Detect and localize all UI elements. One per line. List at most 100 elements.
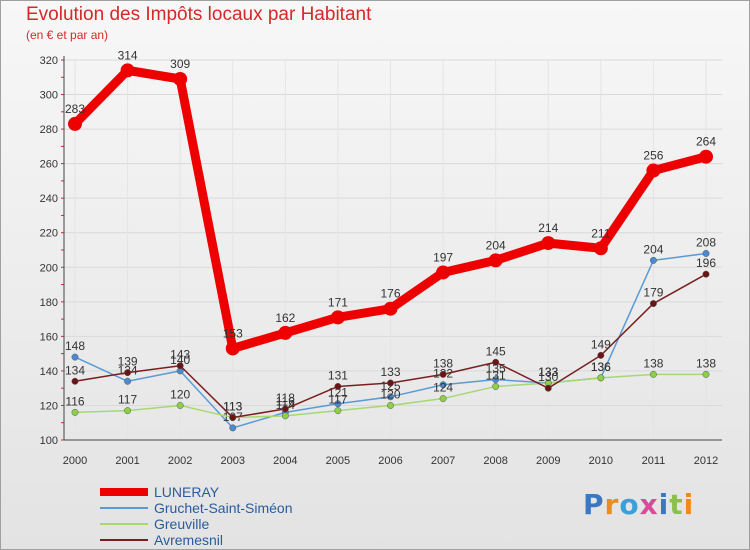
legend-swatch <box>100 507 148 509</box>
data-point <box>436 265 451 280</box>
series-luneray: 283 314 309 153 162 171 176 197 204 214 211 256 264 <box>65 48 716 356</box>
data-label: 153 <box>223 326 243 340</box>
data-point <box>649 256 657 264</box>
data-point <box>278 325 293 340</box>
data-point <box>124 369 132 377</box>
series-gruchet-saint-simeon: 148134140107116121125132135133136204208 <box>65 235 716 432</box>
data-point <box>176 362 184 370</box>
line-chart: 100 120 140 160 180 200 220 240 260 280 300 320 2000… <box>40 48 722 467</box>
x-tick-label: 2000 <box>63 455 87 467</box>
x-tick-label: 2008 <box>483 455 507 467</box>
y-tick-label: 220 <box>40 228 58 240</box>
data-label: 138 <box>433 356 453 370</box>
data-point <box>173 72 188 86</box>
data-point <box>439 381 447 389</box>
legend-swatch <box>100 539 148 541</box>
data-point <box>281 412 289 420</box>
logo-letter: o <box>619 488 640 521</box>
data-label: 214 <box>538 221 558 235</box>
data-point <box>702 250 710 257</box>
legend-swatch <box>100 523 148 525</box>
data-label: 314 <box>118 48 138 62</box>
data-label: 143 <box>170 348 190 362</box>
data-point <box>492 358 500 366</box>
data-point <box>334 407 342 415</box>
y-tick-label: 240 <box>40 193 58 205</box>
data-label: 117 <box>328 393 347 407</box>
x-tick-label: 2006 <box>378 455 402 467</box>
legend-item: Avremesnil <box>100 532 293 548</box>
data-label: 116 <box>276 394 295 408</box>
logo-letter: r <box>604 488 620 521</box>
x-tick-label: 2004 <box>273 455 297 467</box>
data-label: 162 <box>275 311 295 325</box>
data-label: 208 <box>696 235 716 249</box>
data-label: 283 <box>65 102 85 116</box>
y-tick-label: 120 <box>40 400 58 412</box>
data-label: 211 <box>591 226 610 240</box>
y-tick-label: 260 <box>40 159 58 171</box>
y-tick-label: 200 <box>40 262 58 274</box>
data-label: 138 <box>643 356 663 370</box>
data-point <box>124 407 132 415</box>
data-label: 136 <box>591 360 611 374</box>
legend-label: LUNERAY <box>154 484 220 500</box>
x-tick-label: 2005 <box>326 455 350 467</box>
data-point <box>541 236 556 251</box>
data-label: 131 <box>328 368 348 382</box>
data-label: 264 <box>696 135 716 149</box>
data-point <box>68 116 82 131</box>
data-label: 204 <box>643 242 663 256</box>
x-tick-label: 2010 <box>589 455 613 467</box>
data-label: 118 <box>276 391 295 405</box>
data-point <box>71 377 79 385</box>
y-tick-label: 160 <box>40 331 58 343</box>
data-label: 309 <box>170 57 190 71</box>
data-point <box>71 408 79 416</box>
legend-label: Greuville <box>154 516 210 532</box>
legend-label: Avremesnil <box>154 532 223 548</box>
data-point <box>597 351 605 359</box>
series-avremesnil: 134 139 143 113 118 131 133 138 145 130 149 179 196 <box>65 256 716 421</box>
data-label: 138 <box>696 356 716 370</box>
data-point <box>439 370 447 378</box>
data-point <box>383 301 398 316</box>
chart-legend: LUNERAY Gruchet-Saint-Siméon Greuville Avre… <box>100 484 293 548</box>
y-tick-label: 280 <box>40 124 58 136</box>
x-tick-label: 2001 <box>115 455 139 467</box>
proxiti-logo: Proxiti <box>583 488 694 521</box>
y-tick-label: 180 <box>40 297 58 309</box>
data-point <box>225 341 240 356</box>
data-point <box>488 253 503 268</box>
data-label: 130 <box>538 370 558 384</box>
data-point <box>387 402 394 409</box>
legend-item: LUNERAY <box>100 484 293 500</box>
data-label: 124 <box>433 381 453 395</box>
data-label: 133 <box>538 365 558 379</box>
data-label: 176 <box>380 287 400 301</box>
logo-letter: x <box>639 488 659 521</box>
x-tick-label: 2007 <box>431 455 455 467</box>
x-tick-label: 2011 <box>642 455 666 467</box>
data-label: 134 <box>65 363 85 377</box>
data-point <box>597 374 605 382</box>
data-point <box>492 383 500 390</box>
logo-letter: i <box>658 488 670 521</box>
data-point <box>702 370 710 378</box>
y-tick-label: 140 <box>40 366 58 378</box>
data-point <box>699 149 713 164</box>
y-tick-label: 320 <box>40 55 58 67</box>
legend-swatch <box>100 488 148 496</box>
data-point <box>281 405 289 413</box>
data-label: 133 <box>380 365 400 379</box>
data-label: 120 <box>380 387 400 401</box>
chart-subtitle: (en € et par an) <box>26 28 109 42</box>
data-label: 139 <box>118 355 138 369</box>
data-label: 171 <box>328 295 348 309</box>
data-label: 204 <box>486 238 506 252</box>
data-point <box>492 376 500 383</box>
logo-letter: P <box>583 488 605 521</box>
chart-title: Evolution des Impôts locaux par Habitant <box>26 4 372 25</box>
data-point <box>593 241 608 256</box>
